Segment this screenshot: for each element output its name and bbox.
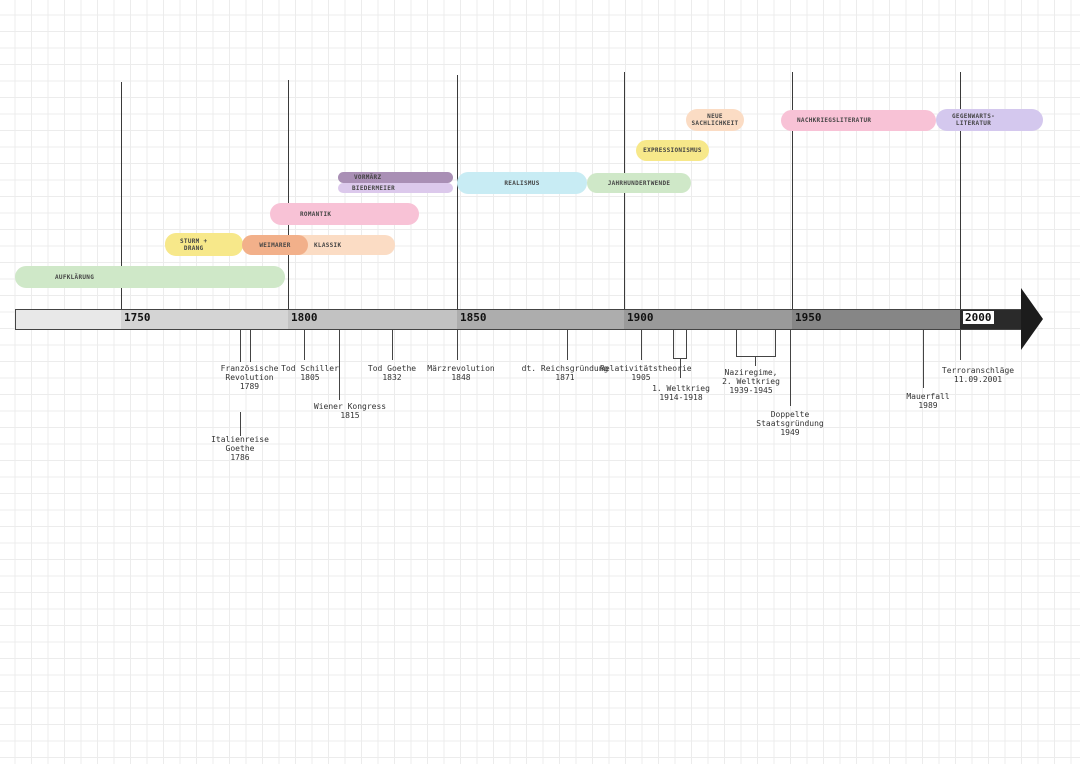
- epoch-romantik: ROMANTIK: [270, 203, 419, 225]
- event-tick: [240, 412, 241, 436]
- event-tick: [775, 330, 776, 356]
- gridline-1750: [121, 82, 122, 330]
- epoch-weimarer: WEIMARER: [242, 235, 308, 255]
- epoch-realismus: REALISMUS: [457, 172, 587, 194]
- event-mauerfall: Mauerfall 1989: [906, 392, 950, 410]
- event-terroranschlaege: Terroranschläge 11.09.2001: [941, 366, 1015, 384]
- epoch-biedermeier-label: BIEDERMEIER: [352, 184, 396, 192]
- event-tick: [567, 330, 568, 360]
- year-label-1850: 1850: [460, 311, 487, 324]
- event-maerzrevolution: Märzrevolution 1848: [427, 364, 495, 382]
- event-tick: [960, 330, 961, 360]
- event-erster-weltkrieg: 1. Weltkrieg 1914-1918: [652, 384, 710, 402]
- event-reichsgruendung: dt. Reichsgründung 1871: [521, 364, 609, 382]
- epoch-vormarz: VORMÄRZ: [338, 172, 453, 183]
- event-tick: [736, 330, 737, 356]
- event-tick: [686, 330, 687, 358]
- event-tick: [755, 356, 756, 366]
- event-tick: [304, 330, 305, 360]
- epoch-neue-sachlichkeit: NEUE SACHLICHKEIT: [686, 109, 744, 131]
- event-italienreise-goethe: Italienreise Goethe 1786: [211, 435, 269, 462]
- timeline-axis: [15, 309, 1023, 330]
- gridline-1900: [624, 72, 625, 330]
- event-bracket: [736, 356, 776, 357]
- epoch-sturm-drang-label: STURM + DRANG: [180, 237, 208, 252]
- epoch-sturm-drang: STURM + DRANG: [165, 233, 243, 256]
- epoch-neue-sachlichkeit-label: NEUE SACHLICHKEIT: [691, 113, 739, 127]
- event-relativitaetstheorie: Relativitätstheorie 1905: [600, 364, 692, 382]
- event-tod-goethe: Tod Goethe 1832: [367, 364, 417, 382]
- year-label-2000: 2000: [963, 311, 994, 324]
- event-tick: [457, 330, 458, 360]
- epoch-jahrhundertwende-label: JAHRHUNDERTWENDE: [607, 179, 671, 187]
- arrow-head-icon: [1021, 288, 1043, 350]
- gridline-1950: [792, 72, 793, 330]
- epoch-biedermeier: BIEDERMEIER: [338, 183, 453, 193]
- epoch-vormarz-label: VORMÄRZ: [354, 174, 382, 181]
- epoch-jahrhundertwende: JAHRHUNDERTWENDE: [587, 173, 691, 193]
- event-franzoesische-revolution: Französische Revolution 1789: [220, 364, 279, 391]
- epoch-realismus-label: REALISMUS: [504, 179, 540, 187]
- gridline-1850: [457, 75, 458, 330]
- year-label-1800: 1800: [291, 311, 318, 324]
- epoch-expressionismus-label: EXPRESSIONISMUS: [643, 147, 702, 154]
- event-naziregime: Naziregime, 2. Weltkrieg 1939-1945: [722, 368, 780, 395]
- epoch-aufklarung: AUFKLÄRUNG: [15, 266, 285, 288]
- event-tod-schiller: Tod Schiller 1805: [281, 364, 339, 382]
- event-doppelte-staatsgruendung: Doppelte Staatsgründung 1949: [756, 410, 824, 437]
- epoch-gegenwartsliteratur: GEGENWARTS- LITERATUR: [936, 109, 1043, 131]
- event-tick: [673, 330, 674, 358]
- event-tick: [392, 330, 393, 360]
- event-tick: [339, 330, 340, 400]
- event-wiener-kongress: Wiener Kongress 1815: [313, 402, 387, 420]
- epoch-aufklarung-label: AUFKLÄRUNG: [55, 273, 95, 281]
- epoch-romantik-label: ROMANTIK: [300, 210, 332, 218]
- epoch-weimarer-label: WEIMARER: [259, 241, 291, 249]
- epoch-gegenwartsliteratur-label: GEGENWARTS- LITERATUR: [952, 113, 996, 127]
- event-tick: [250, 330, 251, 362]
- epoch-klassik-label: KLASSIK: [314, 241, 342, 249]
- event-tick: [923, 330, 924, 388]
- year-label-1750: 1750: [124, 311, 151, 324]
- epoch-nachkriegsliteratur: NACHKRIEGSLITERATUR: [781, 110, 936, 131]
- gridline-2000: [960, 72, 961, 330]
- epoch-expressionismus: EXPRESSIONISMUS: [636, 140, 709, 161]
- epoch-nachkriegsliteratur-label: NACHKRIEGSLITERATUR: [797, 117, 872, 124]
- event-tick: [240, 330, 241, 362]
- year-label-1950: 1950: [795, 311, 822, 324]
- event-tick: [790, 330, 791, 406]
- event-tick: [680, 358, 681, 378]
- year-label-1900: 1900: [627, 311, 654, 324]
- event-tick: [641, 330, 642, 360]
